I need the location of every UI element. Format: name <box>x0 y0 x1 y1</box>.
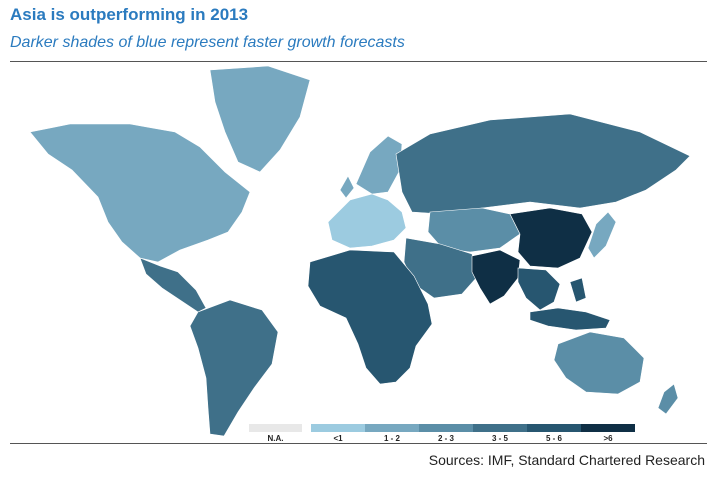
region-china <box>509 207 593 269</box>
region-russia <box>395 113 691 215</box>
region-new-zealand <box>657 383 679 415</box>
source-note: Sources: IMF, Standard Chartered Researc… <box>428 452 705 468</box>
bottom-divider <box>10 443 707 444</box>
region-north-america <box>29 123 251 263</box>
region-scandinavia <box>339 135 403 199</box>
region-india <box>471 249 521 305</box>
region-greenland <box>209 65 311 173</box>
world-map <box>10 62 707 443</box>
chart-title: Asia is outperforming in 2013 <box>10 5 249 24</box>
region-europe-west <box>327 193 407 249</box>
region-australia <box>553 331 645 395</box>
region-japan <box>587 211 617 259</box>
top-divider <box>10 61 707 62</box>
region-central-america <box>139 257 207 313</box>
region-south-america <box>189 299 279 437</box>
chart-subtitle: Darker shades of blue represent faster g… <box>10 34 405 51</box>
region-central-asia <box>427 207 521 253</box>
region-africa <box>307 249 433 385</box>
region-southeast-asia <box>517 267 561 311</box>
region-indonesia <box>529 277 611 331</box>
